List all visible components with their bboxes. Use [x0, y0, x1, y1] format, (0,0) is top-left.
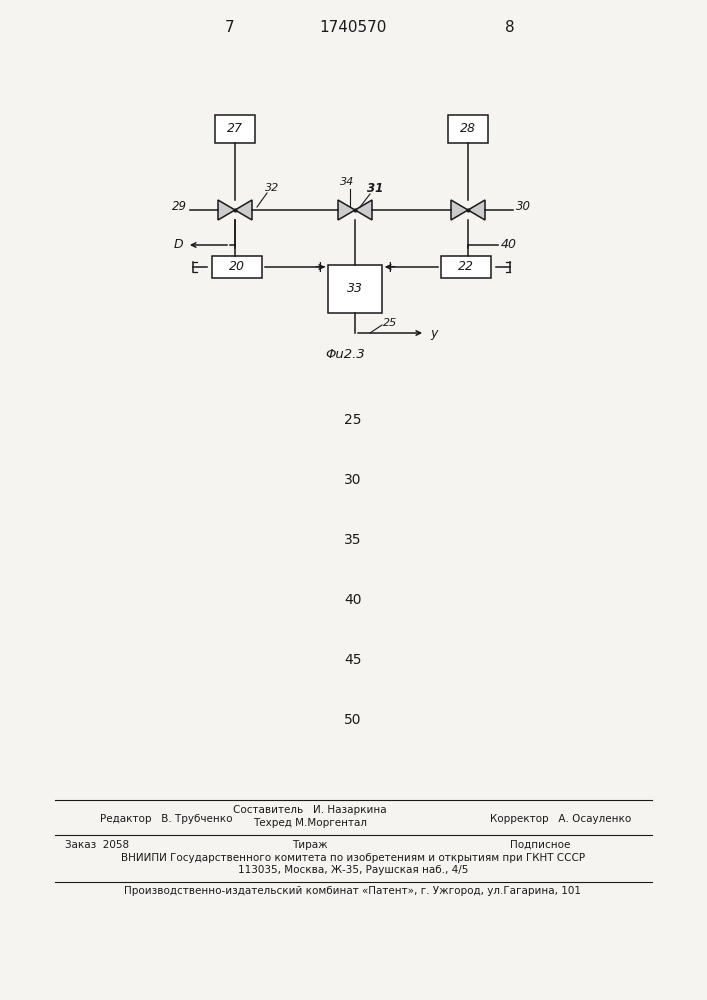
Text: Тираж: Тираж [292, 840, 328, 850]
Polygon shape [235, 200, 252, 220]
Text: 50: 50 [344, 713, 362, 727]
Text: ВНИИПИ Государственного комитета по изобретениям и открытиям при ГКНТ СССР: ВНИИПИ Государственного комитета по изоб… [121, 853, 585, 863]
Text: 40: 40 [501, 237, 517, 250]
Text: 25: 25 [383, 318, 397, 328]
Text: 22: 22 [458, 260, 474, 273]
Text: 33: 33 [347, 282, 363, 296]
Bar [212, 256, 262, 278]
Text: 40: 40 [344, 593, 362, 607]
Polygon shape [338, 200, 355, 220]
Bar [215, 115, 255, 143]
Polygon shape [468, 200, 485, 220]
Text: 30: 30 [516, 200, 531, 214]
Text: 29: 29 [172, 200, 187, 214]
Polygon shape [355, 200, 372, 220]
Text: Техред М.Моргентал: Техред М.Моргентал [253, 818, 367, 828]
Text: +: + [314, 260, 327, 275]
Text: 27: 27 [227, 122, 243, 135]
Text: 113035, Москва, Ж-35, Раушская наб., 4/5: 113035, Москва, Ж-35, Раушская наб., 4/5 [238, 865, 468, 875]
Text: 20: 20 [229, 260, 245, 273]
Text: Подписное: Подписное [510, 840, 571, 850]
Text: D: D [173, 237, 183, 250]
Text: 32: 32 [265, 183, 279, 193]
Text: Составитель   И. Назаркина: Составитель И. Назаркина [233, 805, 387, 815]
Text: Корректор   А. Осауленко: Корректор А. Осауленко [490, 814, 631, 824]
Text: 30: 30 [344, 473, 362, 487]
Text: Редактор   В. Трубченко: Редактор В. Трубченко [100, 814, 233, 824]
Bar [448, 115, 488, 143]
Polygon shape [451, 200, 468, 220]
Text: 45: 45 [344, 653, 362, 667]
Text: 1740570: 1740570 [320, 20, 387, 35]
Text: 25: 25 [344, 413, 362, 427]
Text: y: y [430, 328, 438, 340]
Text: 28: 28 [460, 122, 476, 135]
Text: 8: 8 [506, 20, 515, 35]
Text: Заказ  2058: Заказ 2058 [65, 840, 129, 850]
Bar [328, 265, 382, 313]
Text: 34: 34 [340, 177, 354, 187]
Text: 35: 35 [344, 533, 362, 547]
Text: Производственно-издательский комбинат «Патент», г. Ужгород, ул.Гагарина, 101: Производственно-издательский комбинат «П… [124, 886, 581, 896]
Text: 31: 31 [367, 182, 383, 194]
Bar [441, 256, 491, 278]
Text: +: + [384, 260, 397, 275]
Polygon shape [218, 200, 235, 220]
Text: 7: 7 [226, 20, 235, 35]
Text: Φu2.3: Φu2.3 [325, 349, 365, 361]
